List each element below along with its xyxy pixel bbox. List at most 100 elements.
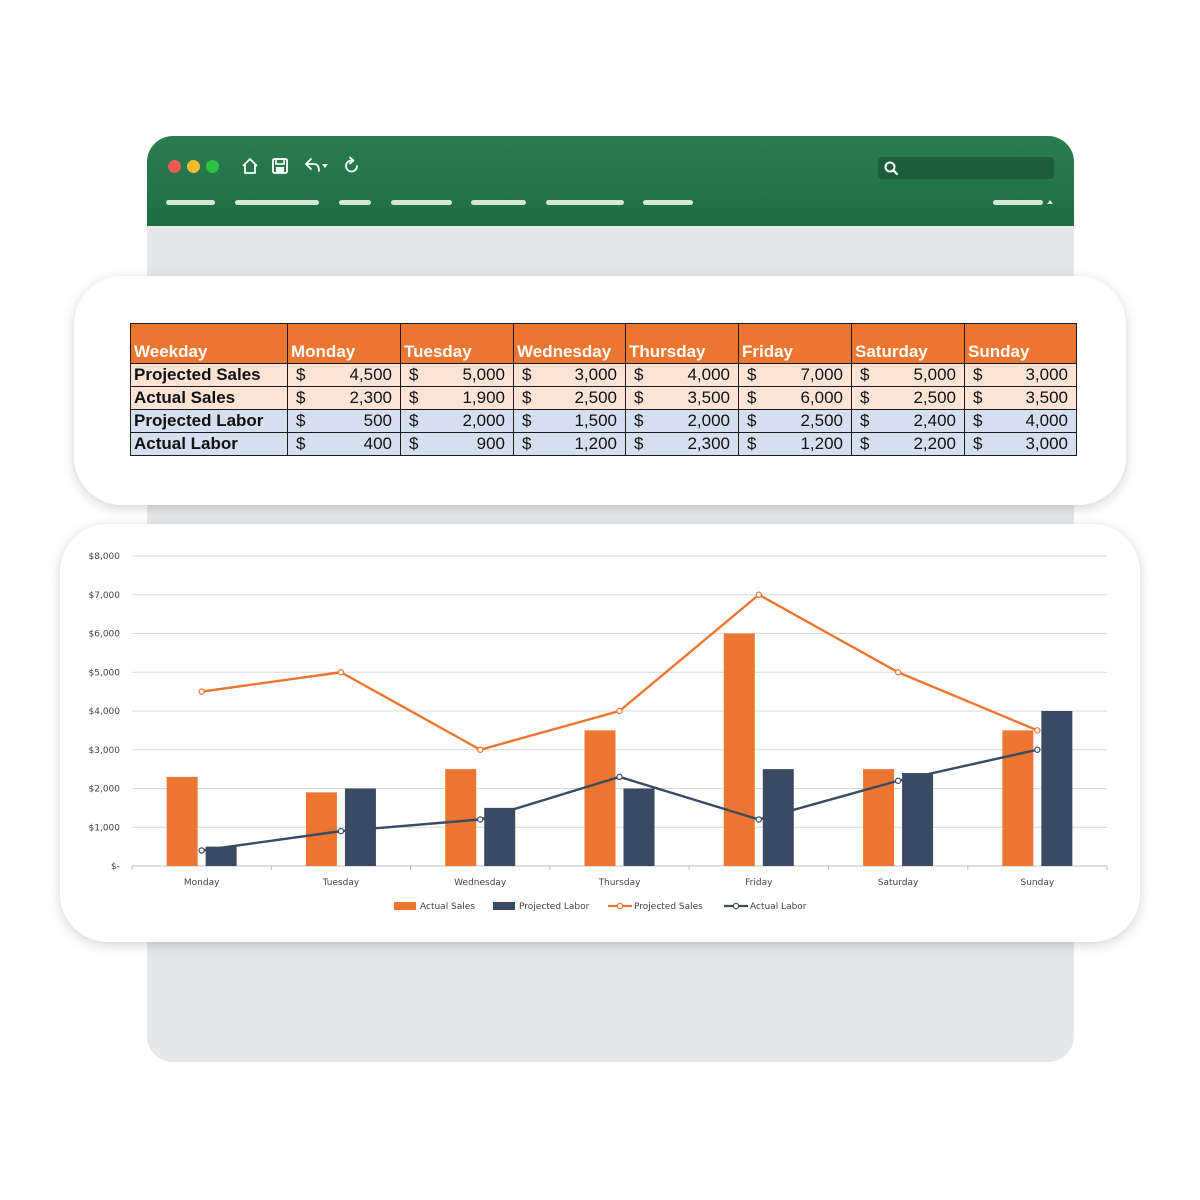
value-cell[interactable]: $2,300 (287, 386, 401, 410)
currency-symbol: $ (634, 411, 644, 430)
value-cell[interactable]: $2,400 (851, 409, 965, 433)
row-label-cell[interactable]: Actual Labor (130, 432, 288, 456)
menu-tab-5[interactable] (471, 200, 526, 205)
x-tick-label: Monday (184, 878, 220, 888)
value-cell[interactable]: $2,000 (625, 409, 739, 433)
value-cell[interactable]: $3,500 (625, 386, 739, 410)
header-cell-weekday[interactable]: Weekday (130, 323, 288, 364)
currency-symbol: $ (973, 365, 983, 384)
value-cell[interactable]: $3,000 (964, 363, 1077, 387)
value-cell[interactable]: $400 (287, 432, 401, 456)
x-tick-label: Saturday (878, 878, 919, 888)
bar (623, 788, 655, 866)
save-icon[interactable] (270, 156, 292, 178)
table-row: Actual Labor $400 $900 $1,200 $2,300 $1,200 $2… (130, 432, 1077, 456)
row-label-cell[interactable]: Actual Sales (130, 386, 288, 410)
currency-symbol: $ (860, 434, 870, 453)
header-cell-sunday[interactable]: Sunday (964, 323, 1077, 364)
currency-symbol: $ (634, 365, 644, 384)
currency-symbol: $ (634, 388, 644, 407)
cell-amount: 900 (476, 434, 505, 453)
header-cell-thursday[interactable]: Thursday (625, 323, 739, 364)
value-cell[interactable]: $2,300 (625, 432, 739, 456)
menu-tab-3[interactable] (339, 200, 371, 205)
value-cell[interactable]: $900 (400, 432, 514, 456)
currency-value: $3,500 (965, 388, 1076, 408)
search-box[interactable] (878, 157, 1054, 179)
currency-symbol: $ (860, 411, 870, 430)
header-cell-monday[interactable]: Monday (287, 323, 401, 364)
y-tick-label: $3,000 (89, 746, 121, 756)
currency-value: $2,000 (626, 411, 738, 431)
value-cell[interactable]: $2,500 (851, 386, 965, 410)
undo-icon[interactable] (302, 156, 332, 178)
value-cell[interactable]: $3,000 (513, 363, 626, 387)
value-cell[interactable]: $1,900 (400, 386, 514, 410)
value-cell[interactable]: $6,000 (738, 386, 852, 410)
value-cell[interactable]: $7,000 (738, 363, 852, 387)
header-cell-tuesday[interactable]: Tuesday (400, 323, 514, 364)
maximize-window-button[interactable] (206, 160, 219, 173)
value-cell[interactable]: $500 (287, 409, 401, 433)
chart-card: $- $1,000 $2,000 $3,000 $4,000 $5,000 $6,000 $7… (60, 524, 1140, 942)
value-cell[interactable]: $1,200 (738, 432, 852, 456)
chevron-up-icon[interactable] (1046, 198, 1054, 206)
bar (902, 773, 934, 866)
cell-amount: 2,000 (462, 411, 505, 430)
cell-amount: 4,000 (687, 365, 730, 384)
currency-symbol: $ (409, 388, 419, 407)
bar (723, 633, 755, 866)
ribbon-collapse-bar[interactable] (993, 200, 1043, 205)
value-cell[interactable]: $5,000 (400, 363, 514, 387)
header-cell-saturday[interactable]: Saturday (851, 323, 965, 364)
menu-tab-4[interactable] (391, 200, 452, 205)
currency-value: $400 (288, 434, 400, 454)
cell-amount: 6,000 (800, 388, 843, 407)
value-cell[interactable]: $4,000 (964, 409, 1077, 433)
table-row: Actual Sales $2,300 $1,900 $2,500 $3,500 $6,0… (130, 386, 1077, 410)
value-cell[interactable]: $3,000 (964, 432, 1077, 456)
menu-tab-7[interactable] (643, 200, 693, 205)
menu-tab-2[interactable] (235, 200, 319, 205)
currency-value: $2,400 (852, 411, 964, 431)
x-tick-label: Sunday (1021, 878, 1055, 888)
menu-tab-6[interactable] (546, 200, 624, 205)
currency-symbol: $ (296, 411, 306, 430)
row-label-cell[interactable]: Projected Sales (130, 363, 288, 387)
value-cell[interactable]: $1,200 (513, 432, 626, 456)
cell-amount: 400 (363, 434, 392, 453)
cell-amount: 2,500 (913, 388, 956, 407)
bar (344, 788, 376, 866)
currency-value: $3,000 (514, 365, 625, 385)
value-cell[interactable]: $4,500 (287, 363, 401, 387)
close-window-button[interactable] (168, 160, 181, 173)
header-cell-friday[interactable]: Friday (738, 323, 852, 364)
cell-amount: 2,500 (574, 388, 617, 407)
redo-icon[interactable] (342, 156, 364, 178)
combo-chart[interactable]: $- $1,000 $2,000 $3,000 $4,000 $5,000 $6,000 $7… (60, 524, 1140, 942)
legend-marker (616, 902, 624, 910)
x-tick-label: Friday (745, 878, 773, 888)
bar (305, 792, 337, 866)
value-cell[interactable]: $4,000 (625, 363, 739, 387)
minimize-window-button[interactable] (187, 160, 200, 173)
value-cell[interactable]: $2,500 (513, 386, 626, 410)
cell-amount: 2,400 (913, 411, 956, 430)
currency-value: $5,000 (852, 365, 964, 385)
cell-amount: 1,200 (574, 434, 617, 453)
home-icon[interactable] (240, 156, 262, 178)
value-cell[interactable]: $2,200 (851, 432, 965, 456)
table-row: Projected Labor $500 $2,000 $1,500 $2,000 $2,… (130, 409, 1077, 433)
bar (205, 846, 237, 866)
value-cell[interactable]: $1,500 (513, 409, 626, 433)
row-label-cell[interactable]: Projected Labor (130, 409, 288, 433)
line-point (894, 669, 902, 676)
value-cell[interactable]: $3,500 (964, 386, 1077, 410)
currency-symbol: $ (747, 434, 757, 453)
header-cell-wednesday[interactable]: Wednesday (513, 323, 626, 364)
value-cell[interactable]: $2,500 (738, 409, 852, 433)
value-cell[interactable]: $2,000 (400, 409, 514, 433)
currency-symbol: $ (296, 365, 306, 384)
value-cell[interactable]: $5,000 (851, 363, 965, 387)
menu-tab-1[interactable] (166, 200, 215, 205)
